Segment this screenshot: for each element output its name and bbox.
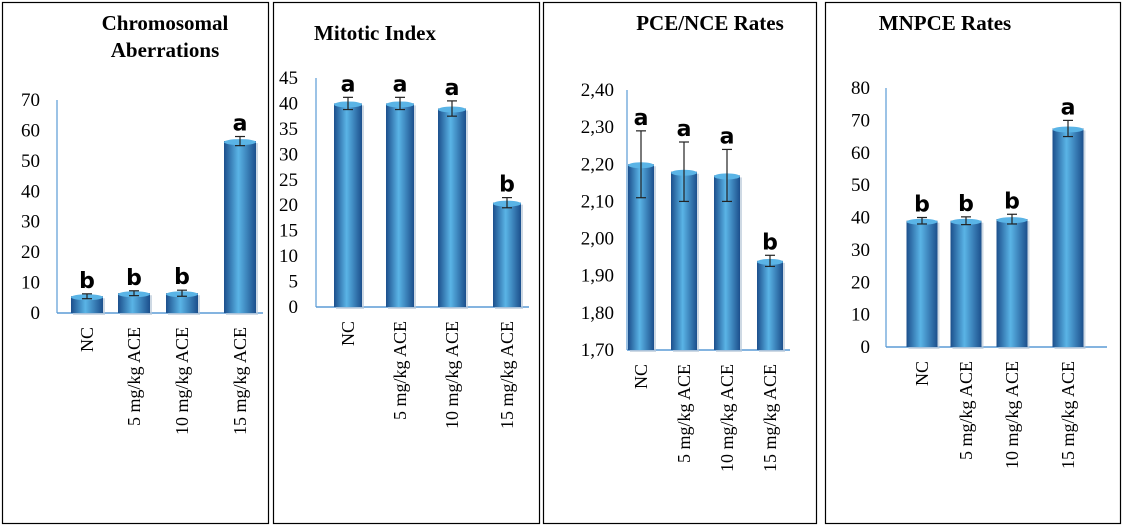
y-tick-label: 30 — [279, 144, 298, 165]
significance-label: b — [958, 192, 974, 217]
y-tick-label: 30 — [851, 240, 870, 261]
bar — [224, 141, 256, 313]
y-tick-label: 45 — [279, 68, 298, 89]
category-label: 5 mg/kg ACE — [956, 361, 976, 460]
bar — [493, 202, 521, 307]
chart-title: Mitotic Index — [314, 21, 436, 45]
category-label: 15 mg/kg ACE — [760, 364, 780, 472]
category-label: 10 mg/kg ACE — [717, 364, 737, 472]
chart-title: Aberrations — [111, 38, 220, 62]
category-label: NC — [912, 361, 932, 386]
bar — [996, 219, 1028, 347]
y-tick-label: 20 — [21, 242, 40, 263]
significance-label: b — [174, 265, 190, 290]
y-tick-label: 10 — [21, 273, 40, 294]
category-label: 15 mg/kg ACE — [497, 321, 517, 429]
chart-panel-2: Mitotic Index 0 5 10 15 20 25 30 35 40 45 a NC a 5 mg/… — [272, 1, 541, 525]
y-tick-label: 10 — [279, 246, 298, 267]
y-tick-label: 0 — [31, 303, 41, 324]
bar — [118, 293, 150, 313]
y-tick-label: 15 — [279, 221, 298, 242]
bar — [166, 293, 198, 313]
category-label: 5 mg/kg ACE — [674, 364, 694, 463]
y-tick-label: 35 — [279, 119, 298, 140]
significance-label: b — [1004, 189, 1020, 214]
bar — [714, 175, 740, 350]
chart-panel-3: PCE/NCE Rates 1,70 1,80 1,90 2,00 2,10 2,20 2,3… — [542, 1, 818, 525]
significance-label: a — [233, 112, 248, 137]
chart-title: Chromosomal — [102, 11, 229, 35]
category-label: NC — [338, 321, 358, 346]
significance-label: b — [499, 173, 515, 198]
y-tick-label: 70 — [851, 110, 870, 131]
category-label: 10 mg/kg ACE — [172, 327, 192, 435]
bar — [950, 220, 982, 347]
category-label: NC — [631, 364, 651, 389]
y-tick-label: 80 — [851, 78, 870, 99]
category-label: 10 mg/kg ACE — [442, 321, 462, 429]
bar — [334, 103, 362, 307]
category-label: 5 mg/kg ACE — [390, 321, 410, 420]
y-tick-label: 20 — [279, 195, 298, 216]
significance-label: a — [634, 106, 649, 131]
y-tick-label: 25 — [279, 170, 298, 191]
y-tick-label: 2,10 — [581, 191, 614, 212]
bar — [757, 260, 783, 350]
y-tick-label: 40 — [851, 208, 870, 229]
bar — [438, 108, 466, 308]
panel-frame — [824, 1, 1122, 525]
panel-frame — [1, 1, 270, 525]
significance-label: a — [1061, 95, 1076, 120]
bar — [1052, 128, 1084, 347]
significance-label: b — [914, 193, 930, 218]
bar — [906, 220, 938, 347]
y-tick-label: 40 — [21, 181, 40, 202]
significance-label: a — [341, 72, 356, 97]
significance-label: b — [126, 266, 142, 291]
y-tick-label: 1,70 — [581, 340, 614, 361]
chart-panel-4: MNPCE Rates 0 10 20 30 40 50 60 70 80 b NC b 5 mg/kg … — [824, 1, 1122, 525]
y-tick-label: 30 — [21, 212, 40, 233]
category-label: 15 mg/kg ACE — [230, 327, 250, 435]
panel-frame — [542, 1, 818, 525]
y-tick-label: 40 — [279, 93, 298, 114]
significance-label: a — [393, 72, 408, 97]
category-label: 15 mg/kg ACE — [1058, 361, 1078, 469]
y-tick-label: 60 — [851, 143, 870, 164]
y-tick-label: 2,30 — [581, 117, 614, 138]
y-tick-label: 2,40 — [581, 80, 614, 101]
panel-frame — [272, 1, 541, 525]
y-tick-label: 0 — [289, 297, 299, 318]
significance-label: b — [762, 230, 778, 255]
y-tick-label: 5 — [289, 272, 299, 293]
bar — [71, 296, 103, 313]
y-tick-label: 1,80 — [581, 303, 614, 324]
chart-title: PCE/NCE Rates — [636, 11, 784, 35]
y-tick-label: 50 — [21, 151, 40, 172]
category-label: NC — [77, 327, 97, 352]
y-tick-label: 1,90 — [581, 266, 614, 287]
bar — [386, 103, 414, 307]
chart-panel-1: Chromosomal Aberrations 0 10 20 30 40 50 60 70 b NC… — [1, 1, 270, 525]
y-tick-label: 60 — [21, 120, 40, 141]
y-tick-label: 20 — [851, 272, 870, 293]
y-tick-label: 0 — [861, 337, 871, 358]
significance-label: a — [445, 76, 460, 101]
chart-title: MNPCE Rates — [879, 11, 1011, 35]
y-tick-label: 50 — [851, 175, 870, 196]
category-label: 5 mg/kg ACE — [124, 327, 144, 426]
y-tick-label: 70 — [21, 90, 40, 111]
y-tick-label: 10 — [851, 305, 870, 326]
significance-label: a — [720, 124, 735, 149]
y-tick-label: 2,20 — [581, 154, 614, 175]
significance-label: a — [677, 117, 692, 142]
y-tick-label: 2,00 — [581, 229, 614, 250]
category-label: 10 mg/kg ACE — [1002, 361, 1022, 469]
significance-label: b — [79, 269, 95, 294]
